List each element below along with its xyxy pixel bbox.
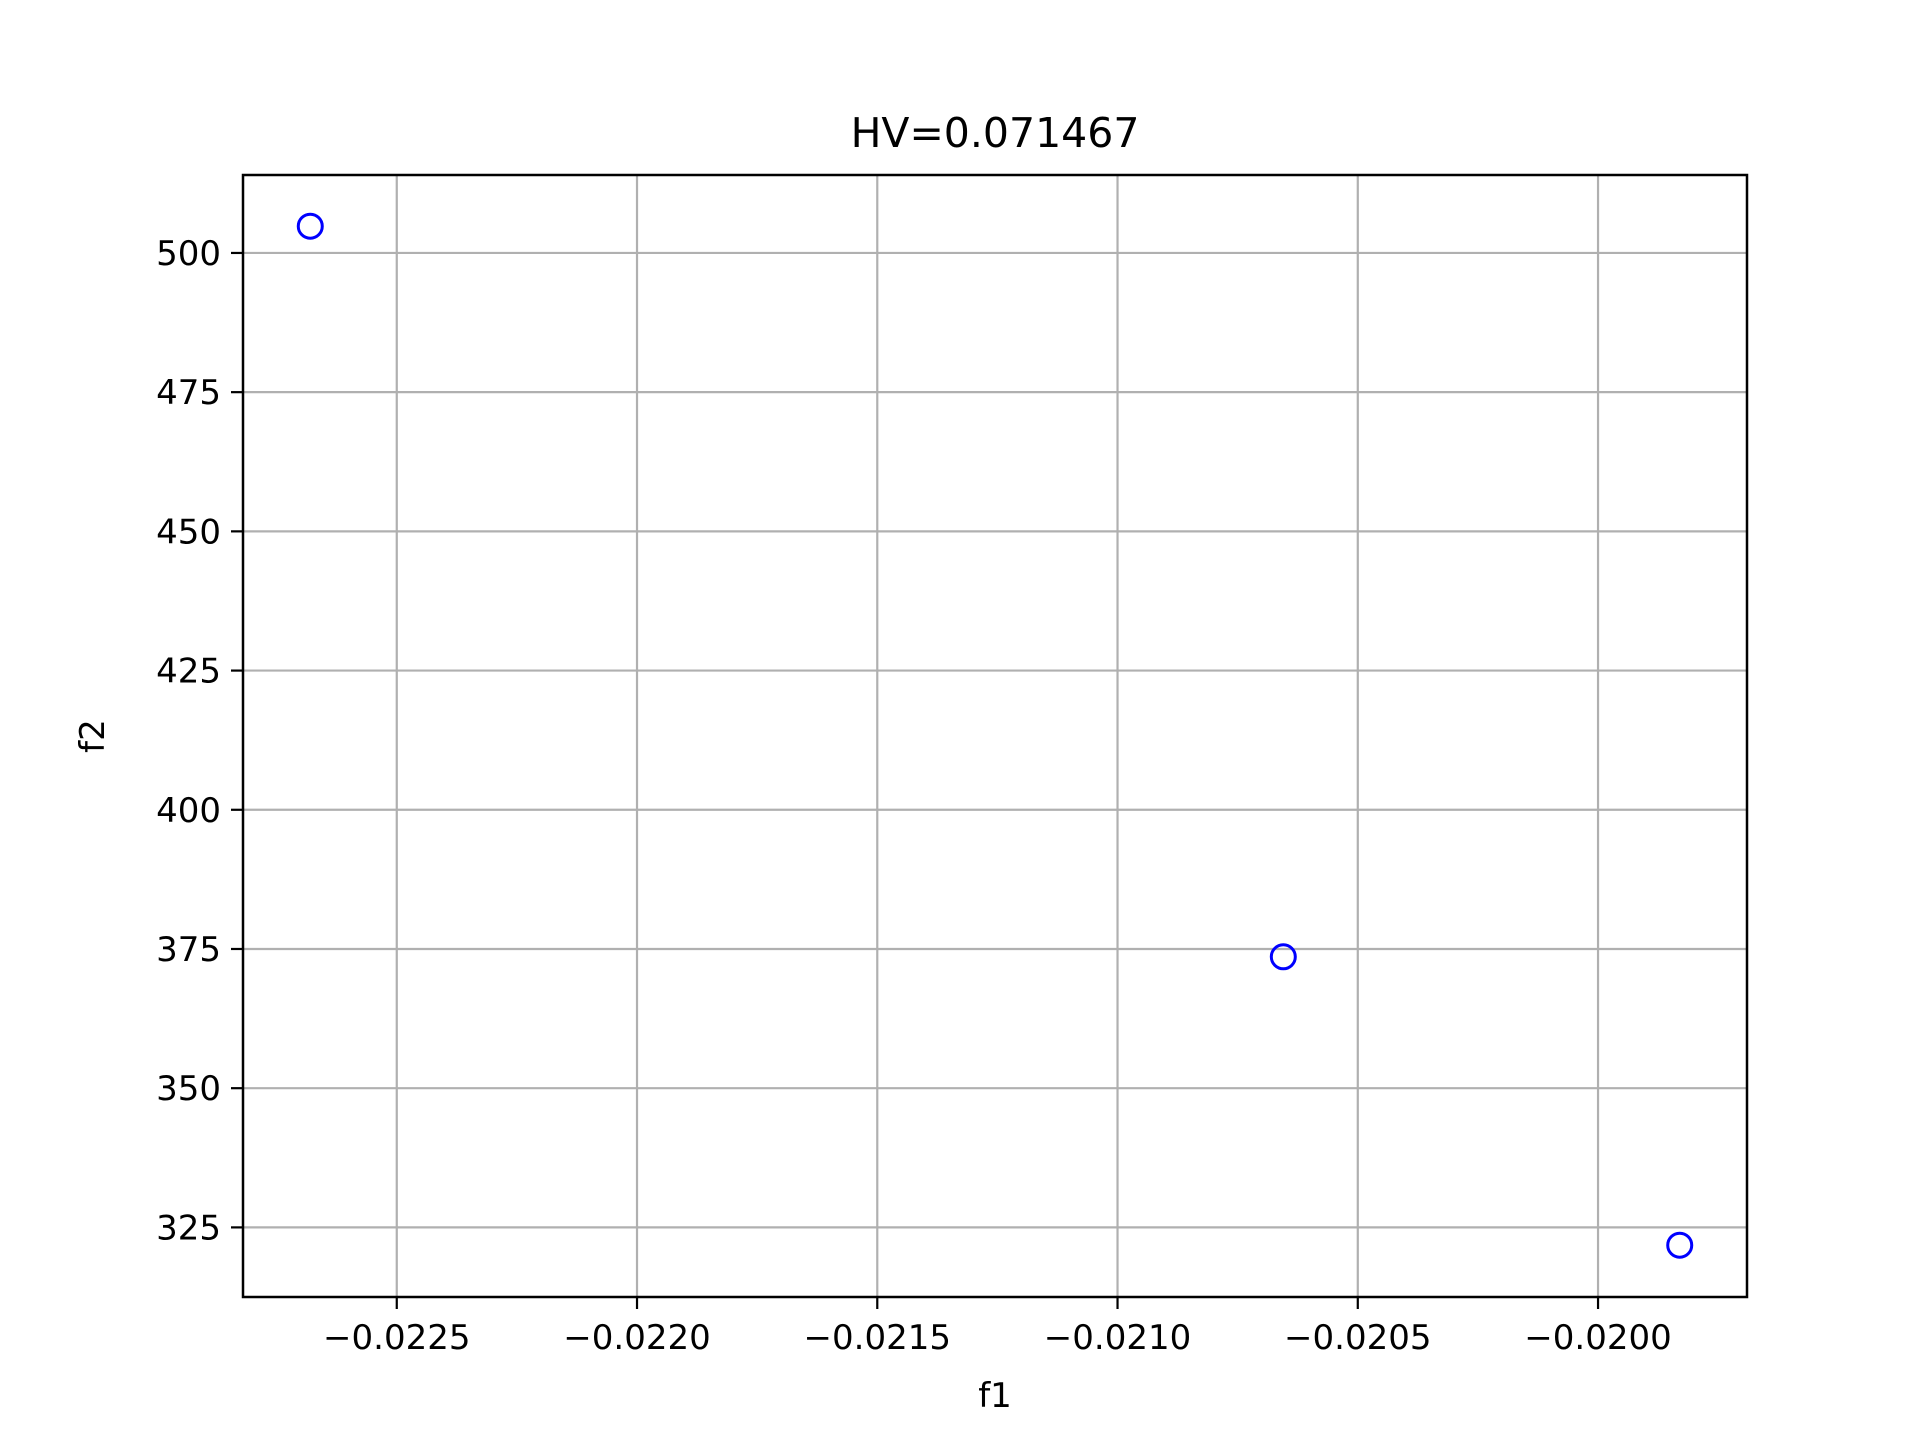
data-point xyxy=(296,212,324,240)
x-tick-label: −0.0220 xyxy=(563,1318,710,1358)
y-tick-label: 450 xyxy=(156,512,221,552)
y-tick-label: 475 xyxy=(156,373,221,413)
y-tick-label: 350 xyxy=(156,1069,221,1109)
x-axis-ticks: −0.0225 −0.0220 −0.0215 −0.0210 −0.0205 −0.02… xyxy=(323,1297,1672,1358)
data-point xyxy=(1269,943,1297,971)
y-tick-label: 400 xyxy=(156,791,221,831)
x-tick-label: −0.0200 xyxy=(1524,1318,1671,1358)
y-tick-label: 500 xyxy=(156,234,221,274)
chart-title: HV=0.071467 xyxy=(851,109,1140,157)
y-tick-label: 325 xyxy=(156,1208,221,1248)
data-points xyxy=(296,212,1694,1259)
x-tick-label: −0.0210 xyxy=(1044,1318,1191,1358)
x-tick-label: −0.0205 xyxy=(1284,1318,1431,1358)
y-axis-ticks: 325 350 375 400 425 450 475 500 xyxy=(156,234,243,1248)
plot-frame xyxy=(241,173,1749,1299)
data-point xyxy=(1666,1231,1694,1259)
y-axis-label: f2 xyxy=(73,719,113,753)
x-tick-label: −0.0215 xyxy=(804,1318,951,1358)
y-tick-label: 425 xyxy=(156,652,221,692)
x-axis-label: f1 xyxy=(978,1376,1012,1416)
x-tick-label: −0.0225 xyxy=(323,1318,470,1358)
y-tick-label: 375 xyxy=(156,930,221,970)
grid xyxy=(243,175,1747,1297)
